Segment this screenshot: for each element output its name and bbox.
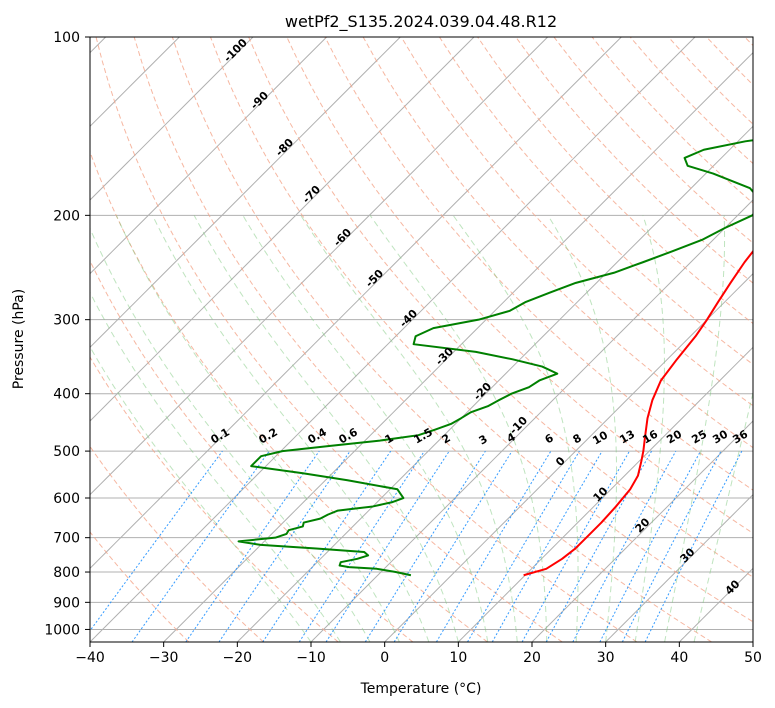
mixing-ratio-line (131, 450, 270, 642)
moist-adiabat-line (452, 215, 579, 642)
isotherm-line (90, 37, 622, 570)
x-tick-label: −20 (223, 650, 253, 666)
x-tick-label: −10 (296, 650, 326, 666)
chart-title: wetPf2_S135.2024.039.04.48.R12 (285, 12, 557, 32)
x-tick-label: −30 (149, 650, 179, 666)
x-tick-label: −40 (75, 650, 105, 666)
y-axis: 1000 900 800 700 600 500 400 300 200 100 (44, 30, 90, 638)
dry-adiabat-line (90, 531, 190, 642)
y-tick-label: 300 (53, 313, 80, 329)
isotherm-line (384, 272, 753, 642)
moist-adiabat-line (90, 227, 371, 642)
dry-adiabat-line (515, 37, 753, 284)
dry-adiabat-line (324, 37, 753, 491)
y-tick-label: 700 (53, 531, 80, 547)
isotherm-line (678, 567, 753, 642)
mixing-ratio-line (572, 450, 677, 642)
mixing-ratio-line (393, 450, 513, 642)
dry-adiabat-line (210, 37, 753, 623)
mixing-ratio-line (262, 450, 392, 642)
isotherm-line (531, 420, 753, 642)
y-tick-label: 800 (53, 565, 80, 581)
isotherm-line (90, 37, 401, 349)
x-tick-label: 50 (744, 650, 762, 666)
dry-adiabat-line (400, 37, 753, 407)
y-tick-label: 200 (53, 208, 80, 224)
moist-adiabat-line (90, 291, 341, 642)
mixing-ratio-line (644, 450, 743, 642)
mixing-ratio-line (90, 450, 223, 632)
y-tick-label: 100 (53, 30, 80, 46)
x-tick-label: 20 (523, 650, 541, 666)
isotherm-line (90, 37, 475, 422)
moist-adiabat-line (547, 215, 618, 642)
temperature-profile-line (523, 249, 753, 577)
x-axis-label: Temperature (°C) (360, 681, 482, 697)
isotherm-line (90, 37, 549, 496)
moist-adiabat-line (369, 215, 548, 642)
dry-adiabat-line (439, 37, 753, 366)
moist-adiabat-line (242, 215, 489, 642)
moist-adiabat-line (90, 345, 312, 642)
x-tick-label: 0 (380, 650, 389, 666)
plot-frame (89, 36, 754, 643)
dry-adiabat-line (90, 150, 488, 642)
dry-adiabat-line (90, 356, 339, 642)
y-tick-label: 500 (53, 444, 80, 460)
x-axis: −40 −30 −20 −10 0 10 20 30 40 50 (75, 642, 762, 666)
x-tick-label: 40 (670, 650, 688, 666)
mixing-ratio-line (185, 450, 320, 642)
x-tick-label: 10 (449, 650, 467, 666)
mixing-ratio-line (325, 450, 450, 642)
dry-adiabat-line (171, 37, 712, 642)
isotherm-line (457, 346, 753, 642)
dry-adiabat-line (95, 37, 563, 642)
y-axis-label: Pressure (hPa) (11, 289, 27, 389)
mixing-ratio-line (218, 450, 351, 642)
y-tick-label: 900 (53, 595, 80, 611)
mixing-ratio-line (621, 450, 722, 642)
y-tick-label: 600 (53, 491, 80, 507)
dry-adiabat-line (90, 259, 414, 642)
mixing-ratio-line (521, 450, 630, 642)
dewpoint-profile-line (237, 139, 753, 577)
moist-adiabat-line (193, 215, 459, 642)
moist-adiabat-line (115, 215, 400, 642)
isotherm-line (163, 51, 753, 642)
dry-adiabat-line (248, 37, 753, 578)
moist-adiabat-line (634, 215, 665, 642)
x-tick-label: 30 (597, 650, 615, 666)
dry-adiabat-line (90, 445, 264, 642)
y-tick-label: 400 (53, 387, 80, 403)
mixing-ratio-line (491, 450, 603, 642)
mixing-ratio-line (298, 450, 425, 642)
profile-lines (237, 139, 753, 577)
y-tick-label: 1000 (44, 622, 80, 638)
dry-adiabat-line (133, 37, 638, 642)
